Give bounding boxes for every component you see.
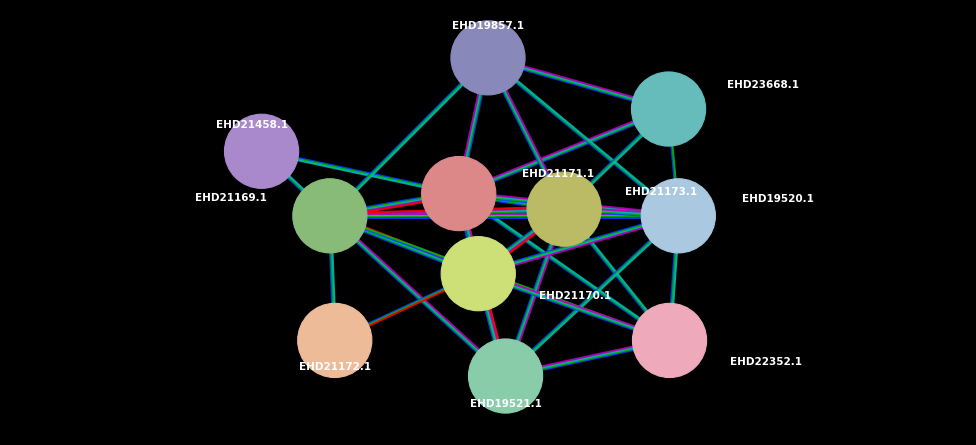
Text: EHD19857.1: EHD19857.1 xyxy=(452,21,524,31)
Text: EHD21173.1: EHD21173.1 xyxy=(625,187,697,197)
Ellipse shape xyxy=(298,303,372,377)
Text: EHD21170.1: EHD21170.1 xyxy=(539,291,611,301)
Ellipse shape xyxy=(293,179,367,253)
Ellipse shape xyxy=(632,303,707,377)
Ellipse shape xyxy=(468,339,543,413)
Text: EHD22352.1: EHD22352.1 xyxy=(730,357,802,367)
Text: EHD21458.1: EHD21458.1 xyxy=(216,120,288,129)
Text: EHD19520.1: EHD19520.1 xyxy=(742,194,814,204)
Ellipse shape xyxy=(451,21,525,95)
Text: EHD21171.1: EHD21171.1 xyxy=(522,169,594,178)
Ellipse shape xyxy=(641,179,715,253)
Text: EHD19521.1: EHD19521.1 xyxy=(469,399,542,409)
Ellipse shape xyxy=(224,114,299,188)
Ellipse shape xyxy=(631,72,706,146)
Text: EHD21169.1: EHD21169.1 xyxy=(194,193,266,203)
Ellipse shape xyxy=(422,157,496,231)
Text: EHD23668.1: EHD23668.1 xyxy=(727,80,799,89)
Text: EHD21172.1: EHD21172.1 xyxy=(299,362,371,372)
Ellipse shape xyxy=(527,172,601,246)
Ellipse shape xyxy=(441,237,515,311)
